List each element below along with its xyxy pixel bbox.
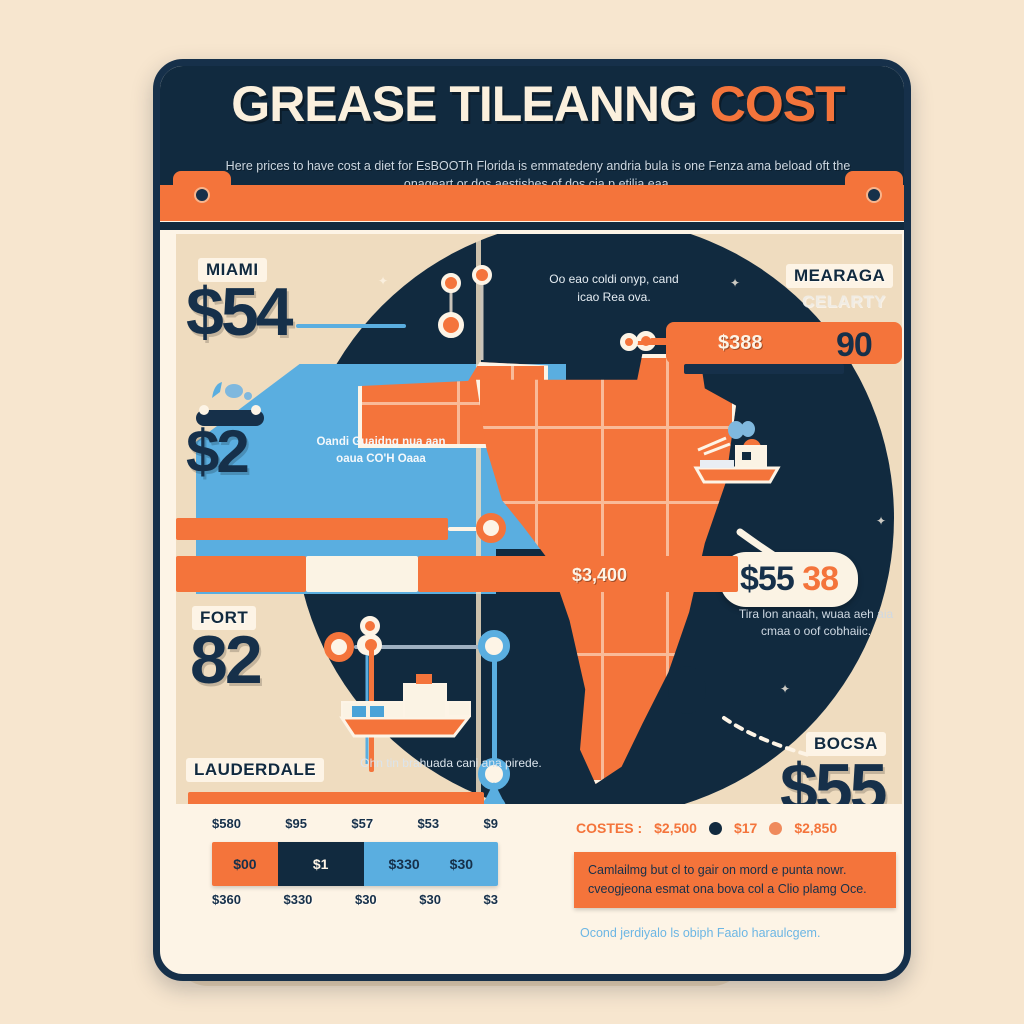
map-water-note: Oandi Guaidng nua aan oaua CO'H Oaaa bbox=[316, 436, 446, 465]
maranga-bar-node[interactable] bbox=[620, 333, 638, 351]
maranga-bar-number: 90 bbox=[836, 326, 873, 364]
map-connector-v-1 bbox=[492, 658, 497, 786]
city-price-boca: $55 bbox=[780, 750, 887, 804]
legend-title: COSTES : bbox=[576, 820, 643, 836]
sparkle-icon-2: ✦ bbox=[730, 276, 741, 290]
title-accent: COST bbox=[709, 76, 846, 132]
maranga-bar-connector bbox=[632, 341, 672, 345]
water-droplet-icon bbox=[480, 794, 508, 804]
map-connector-h-3 bbox=[354, 645, 486, 649]
lauderdale-bar-orange bbox=[188, 792, 484, 804]
city-price-fort-lauderdale: 82 bbox=[190, 622, 263, 698]
city-tag-miami: MIAMI bbox=[198, 258, 267, 282]
city-tag-maranga-line1: MEARAGA bbox=[786, 264, 894, 288]
tick-top-1: $95 bbox=[285, 816, 307, 831]
tick-top-0: $580 bbox=[212, 816, 241, 831]
page-title: GREASE TILEANNG COST bbox=[160, 75, 904, 133]
miami-value-bar bbox=[176, 518, 448, 540]
bubble-price-navy: $55 bbox=[740, 560, 795, 598]
ribbon-rivet-left-icon bbox=[194, 187, 210, 203]
cost-segment-high[interactable]: $330 $30 bbox=[363, 842, 498, 886]
bubble-tail-icon bbox=[736, 528, 788, 564]
tick-top-2: $57 bbox=[351, 816, 374, 831]
maranga-shadow-bar bbox=[684, 364, 844, 374]
map-pin-1[interactable] bbox=[441, 273, 461, 334]
title-main: GREASE TILEANNG bbox=[231, 76, 698, 132]
cost-segment-high-label: $330 bbox=[388, 856, 420, 872]
boca-price-bubble: $55 38 bbox=[720, 552, 859, 607]
fort-lauderdale-value-bar-2 bbox=[418, 556, 738, 592]
cost-segment-mid-label: $1 bbox=[312, 856, 329, 872]
cost-breakdown-bar: $00 $1 $330 $30 bbox=[212, 842, 498, 886]
map-note-top: Oo eao coldi onyp, cand icao Rea ova. bbox=[549, 272, 679, 304]
poster-card: GREASE TILEANNG COST Here prices to have… bbox=[153, 59, 911, 981]
cost-segment-high-label-2: $30 bbox=[449, 856, 474, 872]
poster-body: Oo eao coldi onyp, cand icao Rea ova. Oa… bbox=[176, 234, 902, 804]
callout-line-2: cveogjeona esmat ona bova col a Clio pla… bbox=[588, 882, 867, 896]
footer-ticks-bottom: $360 $330 $30 $30 $3 bbox=[212, 892, 498, 907]
map-pin-2[interactable] bbox=[472, 265, 492, 360]
miami-secondary-chip bbox=[196, 410, 264, 426]
miami-bar-node[interactable] bbox=[476, 513, 506, 543]
fort-lauderdale-bar-value: $3,400 bbox=[572, 565, 628, 585]
city-price-miami: $54 bbox=[186, 274, 293, 350]
miami-chip-dot-right bbox=[251, 405, 261, 415]
sparkle-icon-1: ✦ bbox=[378, 274, 389, 288]
florida-keys-icon bbox=[722, 716, 814, 758]
legend-value-3: $2,850 bbox=[794, 820, 838, 836]
city-tag-maranga-line2: CELARTY bbox=[802, 292, 886, 311]
poster-footer: $580 $95 $57 $53 $9 $00 $1 $330 $30 bbox=[176, 814, 902, 974]
cost-legend: COSTES : $2,500 $17 $2,850 bbox=[576, 820, 837, 836]
cost-segment-low-label: $00 bbox=[233, 856, 257, 872]
cost-segment-mid[interactable]: $1 bbox=[277, 842, 364, 886]
map-node-1[interactable] bbox=[438, 312, 464, 338]
city-tag-boca: BOCSA bbox=[806, 732, 886, 756]
tick-top-4: $9 bbox=[483, 816, 498, 831]
city-tag-lauderdale: LAUDERDALE bbox=[186, 758, 325, 782]
fishing-boat-icon bbox=[693, 421, 781, 484]
city-price-miami-secondary: $2 bbox=[186, 418, 250, 485]
sparkle-icon-3: ✦ bbox=[876, 514, 887, 528]
callout-line-1: Camlailmg but cl to gair on mord e punta… bbox=[588, 863, 847, 877]
miami-chip-dot-left bbox=[199, 405, 209, 415]
legend-value-1: $2,500 bbox=[654, 820, 697, 836]
tick-bottom-0: $360 bbox=[212, 892, 241, 907]
legend-dot-navy-icon bbox=[708, 821, 722, 835]
water-splash-icon bbox=[212, 382, 252, 400]
maranga-value-bar bbox=[666, 322, 902, 364]
ribbon-rivet-right-icon bbox=[866, 187, 882, 203]
map-node-7[interactable] bbox=[360, 616, 380, 636]
maranga-bar-value: $388 bbox=[718, 332, 763, 354]
legend-dot-orange-icon bbox=[769, 821, 783, 835]
fishing-boat-icon-2 bbox=[339, 674, 472, 738]
boat-note: Ohn tin brahuada cani ana pirede. bbox=[360, 756, 542, 770]
map-node-3[interactable] bbox=[324, 632, 354, 662]
tick-bottom-1: $330 bbox=[283, 892, 313, 907]
city-tag-fort: FORT bbox=[192, 606, 257, 630]
map-connector-h-1 bbox=[296, 324, 406, 328]
tick-bottom-3: $30 bbox=[419, 892, 441, 907]
legend-value-2: $17 bbox=[733, 820, 758, 836]
miami-bar-connector bbox=[448, 527, 484, 531]
fort-lauderdale-track-bar bbox=[306, 556, 418, 592]
footer-ticks-top: $580 $95 $57 $53 $9 bbox=[212, 816, 498, 831]
tick-top-3: $53 bbox=[417, 816, 440, 831]
tick-bottom-2: $30 bbox=[354, 892, 377, 907]
footer-note: Ocond jerdiyalo ls obiph Faalo haraulcge… bbox=[580, 926, 821, 940]
map-lake-okeechobee bbox=[668, 666, 706, 714]
tick-bottom-4: $3 bbox=[483, 892, 498, 907]
bubble-note: Tira lon anaah, wuaa aeh aia cmaa o oof … bbox=[738, 607, 894, 638]
sparkle-icon-4: ✦ bbox=[780, 682, 791, 696]
cost-segment-low[interactable]: $00 bbox=[212, 842, 278, 886]
bubble-price-orange: 38 bbox=[802, 560, 839, 598]
fort-lauderdale-value-bar bbox=[176, 556, 306, 592]
map-node-4[interactable] bbox=[478, 630, 510, 662]
header-ribbon bbox=[160, 171, 904, 221]
header-bottom-band bbox=[160, 222, 904, 230]
footer-callout: Camlailmg but cl to gair on mord e punta… bbox=[574, 852, 896, 908]
poster-header: GREASE TILEANNG COST Here prices to have… bbox=[160, 66, 904, 221]
